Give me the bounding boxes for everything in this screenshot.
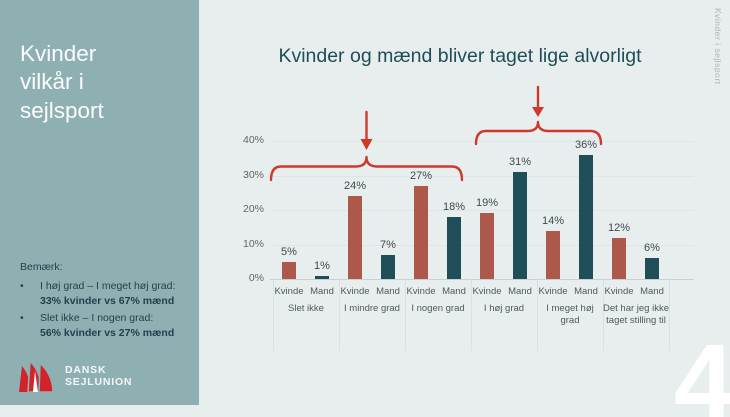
bar-value-label: 6% xyxy=(644,242,660,254)
bar-value-label: 14% xyxy=(541,215,565,227)
chart-title: Kvinder og mænd bliver taget lige alvorl… xyxy=(278,45,642,67)
logo-text: DANSK SEJLUNION xyxy=(65,365,132,388)
bar-mand xyxy=(513,172,527,279)
y-tick-label: 0% xyxy=(248,272,264,284)
note-bullet-body: Slet ikke – I nogen grad: 56% kvinder vs… xyxy=(40,311,174,341)
y-tick-label: 40% xyxy=(242,134,264,146)
group-separator xyxy=(603,279,604,351)
group-separator xyxy=(669,279,670,351)
x-axis-line xyxy=(270,279,694,280)
note-bullet-bold: 56% kvinder vs 27% mænd xyxy=(40,326,175,339)
bar-kvinde xyxy=(414,186,428,279)
bar-mand xyxy=(315,276,329,279)
bar-sublabel: Kvinde xyxy=(538,286,568,297)
note-bullet-bold: 33% kvinder vs 67% mænd xyxy=(40,295,175,308)
bar-kvinde xyxy=(612,238,626,279)
group-separator xyxy=(273,279,274,351)
logo-line2: SEJLUNION xyxy=(65,376,133,388)
bar-kvinde xyxy=(546,231,560,279)
sails-icon xyxy=(19,359,54,393)
bar-sublabel: Mand xyxy=(574,286,598,297)
gridline xyxy=(270,175,694,177)
bar-value-label: 24% xyxy=(343,180,367,192)
category-label: Slet ikke xyxy=(288,303,324,314)
group-separator xyxy=(339,279,340,351)
bar-value-label: 27% xyxy=(409,170,433,182)
group-separator xyxy=(471,279,472,351)
bar-sublabel: Kvinde xyxy=(406,286,436,297)
side-label: Kvinder i sejlsport xyxy=(713,8,723,85)
bar-value-label: 1% xyxy=(314,260,330,272)
bar-sublabel: Mand xyxy=(508,286,532,297)
bar-sublabel: Kvinde xyxy=(340,286,370,297)
category-label: Det har jeg ikke taget stilling til xyxy=(603,303,670,327)
note-bullet-text: Slet ikke – I nogen grad: xyxy=(40,311,154,324)
bar-value-label: 36% xyxy=(574,139,598,151)
category-label: I meget høj grad xyxy=(546,303,594,327)
dansk-sejlunion-logo: DANSK SEJLUNION xyxy=(14,357,132,397)
bar-kvinde xyxy=(282,262,296,279)
note-heading: Bemærk: xyxy=(20,261,63,273)
category-label: I nogen grad xyxy=(411,303,465,314)
bar-value-label: 5% xyxy=(281,246,297,258)
gridline xyxy=(270,210,694,211)
category-label: I mindre grad xyxy=(344,303,400,314)
note-bullet-body: I høj grad – I meget høj grad: 33% kvind… xyxy=(40,279,175,309)
note-bullet: • I høj grad – I meget høj grad: 33% kvi… xyxy=(20,279,192,309)
y-tick-label: 20% xyxy=(242,203,264,215)
note-box: Bemærk: • I høj grad – I meget høj grad:… xyxy=(20,260,192,342)
bar-sublabel: Kvinde xyxy=(274,286,304,297)
bar-value-label: 19% xyxy=(475,197,499,209)
bar-sublabel: Mand xyxy=(376,286,400,297)
group-separator xyxy=(405,279,406,351)
bar-sublabel: Kvinde xyxy=(604,286,634,297)
bar-sublabel: Mand xyxy=(442,286,466,297)
y-tick-label: 30% xyxy=(242,168,264,181)
bar-mand xyxy=(381,255,395,279)
bar-mand xyxy=(447,217,461,279)
page-number: 4 xyxy=(673,321,730,417)
bar-mand xyxy=(645,258,659,279)
gridline xyxy=(270,141,694,142)
category-label: I høj grad xyxy=(483,303,525,314)
bar-value-label: 31% xyxy=(508,156,532,168)
bar-value-label: 7% xyxy=(380,239,396,251)
group-separator xyxy=(537,279,538,351)
bullet-icon: • xyxy=(20,280,24,293)
bar-sublabel: Kvinde xyxy=(472,286,502,297)
logo-line1: DANSK xyxy=(65,364,107,377)
note-bullet: • Slet ikke – I nogen grad: 56% kvinder … xyxy=(20,311,192,341)
slide-title: Kvinder vilkår i sejlsport xyxy=(20,41,104,123)
bar-kvinde xyxy=(348,196,362,279)
sail-highlight xyxy=(33,371,38,392)
y-tick-label: 10% xyxy=(242,237,264,250)
bar-value-label: 18% xyxy=(442,201,466,213)
bullet-icon: • xyxy=(20,311,24,324)
bar-sublabel: Mand xyxy=(640,286,664,297)
bar-sublabel: Mand xyxy=(310,286,334,297)
bar-value-label: 12% xyxy=(607,222,631,234)
note-bullet-text: I høj grad – I meget høj grad: xyxy=(40,280,176,293)
sidebar: Kvinder vilkår i sejlsport Bemærk: • I h… xyxy=(0,0,199,405)
bar-kvinde xyxy=(480,213,494,279)
bar-mand xyxy=(579,155,593,279)
